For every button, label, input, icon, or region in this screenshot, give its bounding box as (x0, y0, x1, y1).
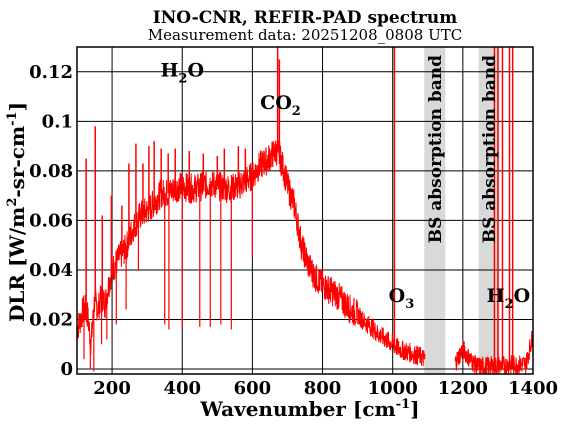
molecule-label-sub: 3 (405, 297, 414, 312)
x-tick-label: 800 (304, 378, 342, 399)
molecule-label-base: H (487, 285, 505, 307)
molecule-label: O3 (389, 285, 415, 312)
x-tick-label: 1000 (368, 378, 418, 399)
molecule-label-base: CO (260, 92, 292, 114)
plot-area (77, 47, 533, 374)
molecule-label-sub: 2 (505, 297, 514, 312)
x-axis-label-main: Wavenumber [cm (199, 397, 395, 421)
absorption-band (424, 47, 446, 374)
x-axis-label: Wavenumber [cm-1] (199, 397, 419, 421)
y-axis-label-b: -sr-cm (5, 126, 29, 198)
molecule-label: H2O (160, 60, 204, 87)
plot-frame (76, 46, 534, 375)
band-label: BS absorption band (426, 55, 446, 243)
molecule-label-tail: O (187, 60, 204, 82)
y-tick-label: 0.12 (29, 62, 73, 83)
molecule-label-sub: 2 (292, 104, 301, 119)
chart-title: INO-CNR, REFIR-PAD spectrum (153, 8, 457, 28)
chart-subtitle: Measurement data: 20251208_0808 UTC (148, 26, 462, 44)
molecule-label-base: H (160, 60, 178, 82)
molecule-label-tail: O (514, 285, 531, 307)
x-tick-label: 400 (163, 378, 201, 399)
band-label: BS absorption band (480, 55, 500, 243)
spectrum-line (77, 140, 533, 374)
y-axis-label-sup1: 2 (5, 198, 20, 207)
y-tick-label: 0.08 (29, 161, 73, 182)
molecule-label-base: O (389, 285, 406, 307)
y-tick-label: 0.1 (42, 111, 73, 132)
y-axis-ticks: 0 0.02 0.04 0.06 0.08 0.1 0.12 (29, 62, 73, 380)
x-axis-ticks: 200 400 600 800 1000 1200 1400 (93, 378, 558, 399)
band-labels: BS absorption band BS absorption band (426, 55, 500, 243)
molecule-label-sub: 2 (178, 72, 187, 87)
x-tick-label: 600 (234, 378, 272, 399)
y-tick-label: 0.06 (29, 210, 73, 231)
x-axis-label-tail: ] (410, 397, 419, 421)
y-tick-label: 0 (60, 359, 73, 380)
y-tick-label: 0.02 (29, 310, 73, 331)
x-axis-label-sup: -1 (396, 397, 410, 412)
molecule-label: H2O (487, 285, 531, 312)
x-tick-label: 1200 (438, 378, 488, 399)
molecule-label: CO2 (260, 92, 301, 119)
x-tick-label: 1400 (508, 378, 558, 399)
y-axis-label-a: DLR [W/m (5, 207, 29, 322)
x-tick-label: 200 (93, 378, 131, 399)
y-axis-label: DLR [W/m2-sr-cm-1] (5, 102, 29, 322)
y-axis-label-c: ] (5, 102, 29, 111)
y-tick-label: 0.04 (29, 260, 73, 281)
y-axis-label-sup2: -1 (5, 111, 20, 125)
